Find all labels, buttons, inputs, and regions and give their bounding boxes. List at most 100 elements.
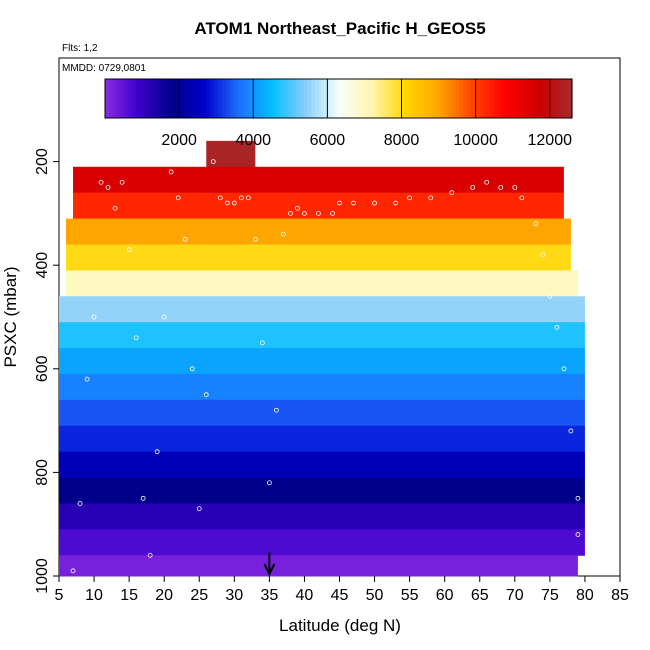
colorbar-swatch-31: [225, 79, 231, 118]
x-tick-label-0: 5: [55, 587, 64, 604]
track-point-30: [280, 231, 286, 237]
colorbar: 2000 4000 6000 8000 10000 12000: [104, 78, 573, 149]
heatmap-band-11: [59, 425, 585, 453]
colorbar-tick-label-4: 10000: [453, 132, 498, 149]
colorbar-swatch-34: [237, 79, 242, 118]
colorbar-swatch-81: [420, 79, 425, 118]
x-tick-label-6: 35: [260, 587, 278, 604]
colorbar-swatch-27: [210, 79, 215, 118]
colorbar-swatch-29: [217, 79, 223, 118]
colorbar-swatch-38: [252, 79, 258, 118]
track-point-29: [273, 407, 279, 413]
colorbar-swatch-3: [116, 79, 122, 118]
colorbar-swatch-41: [264, 79, 270, 118]
colorbar-swatch-112: [540, 79, 546, 118]
colorbar-swatch-77: [404, 79, 410, 118]
colorbar-swatch-46: [284, 79, 289, 118]
flight-track: [70, 159, 581, 577]
track-point-16: [182, 236, 188, 242]
colorbar-swatch-85: [435, 79, 441, 118]
colorbar-swatch-87: [443, 79, 449, 118]
colorbar-swatch-110: [533, 79, 538, 118]
colorbar-swatch-19: [178, 79, 184, 118]
colorbar-swatch-59: [334, 79, 340, 118]
colorbar-swatch-36: [245, 79, 250, 118]
colorbar-swatch-53: [311, 79, 316, 118]
colorbar-swatch-72: [385, 79, 390, 118]
x-tick-label-5: 30: [225, 587, 243, 604]
track-point-42: [449, 190, 455, 196]
colorbar-swatch-33: [233, 79, 238, 118]
x-tick-label-9: 50: [366, 587, 384, 604]
track-point-2: [84, 376, 90, 382]
y-axis-label: PSXC (mbar): [1, 266, 20, 367]
colorbar-swatch-62: [346, 79, 351, 118]
track-point-46: [512, 185, 518, 190]
track-point-43: [470, 185, 476, 190]
heatmap-band-4: [66, 244, 571, 271]
colorbar-swatch-49: [295, 79, 301, 118]
heatmap-band-16: [59, 555, 578, 577]
axes: 5 10 15 20 25 30 35 40 45 50 55 60 65 70 75 80 85 200 400 6…: [34, 148, 629, 604]
track-point-55: [575, 532, 581, 537]
colorbar-swatch-70: [377, 79, 382, 118]
track-point-35: [330, 210, 335, 216]
track-point-8: [126, 247, 132, 253]
x-tick-label-1: 10: [85, 587, 103, 604]
track-point-51: [554, 324, 560, 330]
colorbar-swatch-52: [307, 79, 312, 118]
colorbar-swatch-111: [536, 79, 542, 118]
colorbar-tick-label-0: 2000: [161, 132, 197, 149]
track-point-4: [98, 179, 104, 185]
colorbar-swatch-21: [186, 79, 192, 118]
colorbar-swatch-60: [338, 79, 343, 118]
track-point-20: [210, 159, 216, 165]
track-point-45: [498, 185, 504, 190]
track-point-33: [302, 210, 307, 216]
colorbar-swatch-74: [392, 79, 398, 118]
track-point-37: [351, 200, 356, 206]
colorbar-swatch-14: [159, 79, 164, 118]
track-point-28: [266, 480, 272, 486]
colorbar-swatch-95: [474, 79, 480, 118]
colorbar-swatch-79: [412, 79, 417, 118]
colorbar-swatch-13: [155, 79, 161, 118]
colorbar-swatch-16: [167, 79, 172, 118]
track-point-38: [372, 200, 377, 206]
track-point-25: [245, 195, 251, 201]
colorbar-swatch-58: [330, 79, 336, 118]
heatmap-band-12: [59, 451, 585, 479]
track-point-24: [238, 195, 244, 201]
heatmap-band-3: [66, 218, 571, 245]
colorbar-swatch-68: [369, 79, 375, 118]
x-tick-label-7: 40: [296, 587, 314, 604]
colorbar-swatch-83: [428, 79, 433, 118]
colorbar-swatch-73: [389, 79, 394, 118]
track-point-0: [70, 568, 76, 574]
colorbar-swatch-32: [229, 79, 235, 118]
colorbar-swatch-78: [408, 79, 414, 118]
track-point-32: [295, 205, 300, 211]
colorbar-swatch-45: [280, 79, 285, 118]
track-point-48: [533, 221, 539, 227]
track-point-26: [252, 236, 258, 242]
track-point-34: [316, 210, 321, 216]
track-point-18: [196, 506, 202, 512]
x-tick-label-14: 75: [541, 587, 559, 604]
colorbar-swatch-57: [326, 79, 332, 118]
flights-annotation: Flts: 1,2: [62, 43, 98, 54]
colorbar-swatch-94: [470, 79, 476, 118]
heatmap-band-6: [59, 296, 585, 323]
track-point-39: [393, 200, 399, 206]
colorbar-swatch-56: [322, 79, 328, 118]
colorbar-swatch-37: [248, 79, 254, 118]
x-tick-label-10: 55: [401, 587, 419, 604]
x-tick-label-11: 60: [436, 587, 454, 604]
track-point-22: [224, 200, 230, 206]
heatmap-band-9: [59, 373, 585, 401]
colorbar-swatch-90: [455, 79, 460, 118]
colorbar-swatch-48: [291, 79, 297, 118]
colorbar-swatch-106: [517, 79, 523, 118]
track-point-40: [407, 195, 413, 201]
y-tick-label-4: 1000: [34, 558, 51, 594]
